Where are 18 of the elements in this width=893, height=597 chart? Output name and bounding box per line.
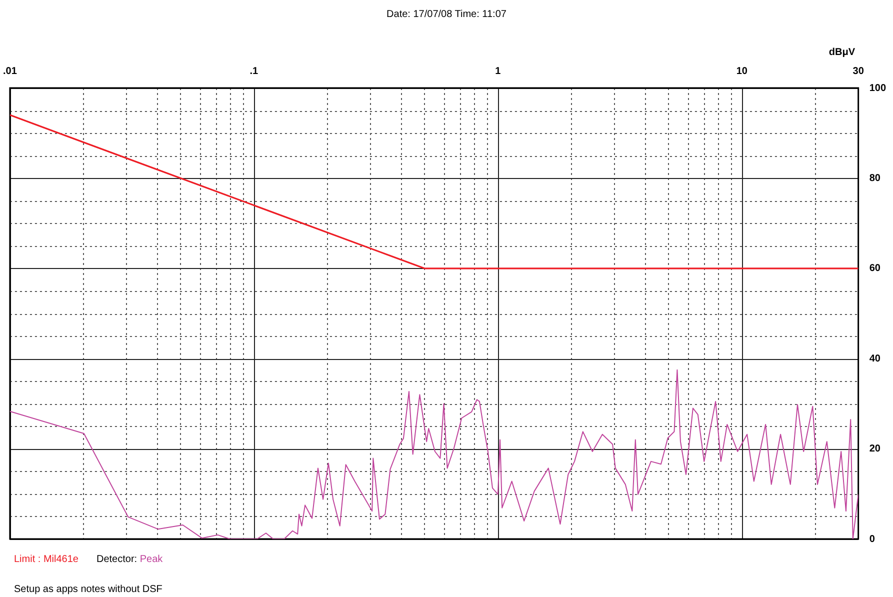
- x-tick-label: .1: [250, 66, 259, 77]
- y-tick-label: 80: [869, 172, 881, 184]
- x-tick-label: 30: [852, 66, 864, 77]
- y-tick-label: 60: [869, 263, 881, 274]
- y-tick-label: 20: [869, 444, 881, 455]
- y-tick-label: 0: [869, 534, 876, 545]
- text: Limit :: [14, 554, 41, 565]
- chart-title: Date: 17/07/08 Time: 11:07: [386, 9, 508, 20]
- text: Mil461e: [43, 554, 78, 565]
- y-tick-label: 40: [869, 353, 881, 364]
- text: Detector:: [96, 554, 138, 565]
- x-tick-label: 10: [736, 66, 748, 77]
- y-tick-label: 100: [869, 82, 886, 94]
- text: Peak: [140, 554, 163, 565]
- x-tick-label: 1: [495, 66, 502, 77]
- x-tick-label: .01: [3, 66, 18, 77]
- y-axis-title: dBμV: [828, 47, 855, 58]
- text: Setup as apps notes without DSF: [14, 584, 162, 595]
